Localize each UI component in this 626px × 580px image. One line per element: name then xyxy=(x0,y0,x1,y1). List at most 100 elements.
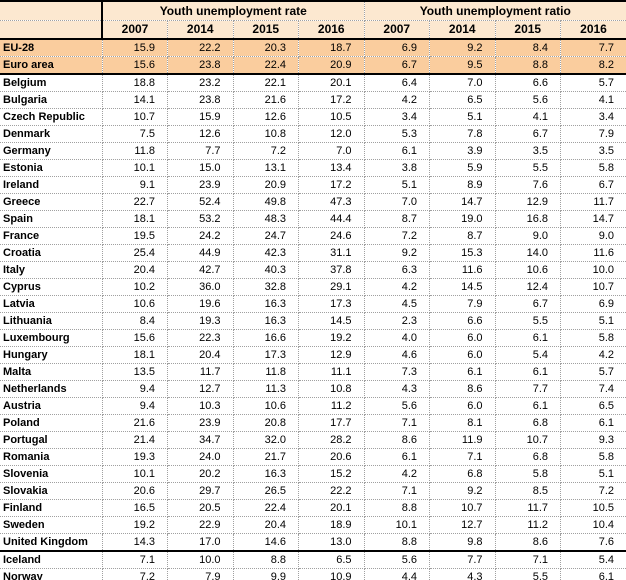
value-cell: 3.5 xyxy=(495,142,561,160)
value-cell: 4.5 xyxy=(364,295,430,313)
value-cell: 6.5 xyxy=(429,91,496,109)
table-row: Finland 16.5 20.5 22.4 20.1 8.8 10.7 11.7 10.5 xyxy=(0,499,626,517)
year-header: 2015 xyxy=(233,20,299,40)
value-cell: 8.6 xyxy=(495,533,561,552)
country-label: Slovakia xyxy=(0,482,103,500)
value-cell: 7.1 xyxy=(364,414,430,432)
value-cell: 2.3 xyxy=(364,312,430,330)
value-cell: 9.0 xyxy=(560,227,626,245)
value-cell: 3.4 xyxy=(560,108,626,126)
value-cell: 15.3 xyxy=(429,244,496,262)
value-cell: 7.7 xyxy=(429,551,496,569)
value-cell: 7.9 xyxy=(429,295,496,313)
value-cell: 10.9 xyxy=(298,568,365,580)
value-cell: 7.0 xyxy=(429,74,496,92)
value-cell: 5.7 xyxy=(560,74,626,92)
value-cell: 12.6 xyxy=(233,108,299,126)
value-cell: 14.6 xyxy=(233,533,299,552)
value-cell: 7.1 xyxy=(102,551,168,569)
value-cell: 14.0 xyxy=(495,244,561,262)
table-row: Norway 7.2 7.9 9.9 10.9 4.4 4.3 5.5 6.1 xyxy=(0,568,626,580)
value-cell: 19.6 xyxy=(167,295,234,313)
value-cell: 6.1 xyxy=(495,397,561,415)
value-cell: 17.2 xyxy=(298,91,365,109)
value-cell: 32.8 xyxy=(233,278,299,296)
value-cell: 14.1 xyxy=(102,91,168,109)
value-cell: 18.7 xyxy=(298,39,365,57)
value-cell: 21.4 xyxy=(102,431,168,449)
table-row: United Kingdom 14.3 17.0 14.6 13.0 8.8 9.8 8.6 7… xyxy=(0,533,626,552)
value-cell: 23.8 xyxy=(167,56,234,75)
value-cell: 14.7 xyxy=(560,210,626,228)
value-cell: 7.0 xyxy=(298,142,365,160)
value-cell: 6.0 xyxy=(429,346,496,364)
value-cell: 20.1 xyxy=(298,499,365,517)
value-cell: 11.7 xyxy=(495,499,561,517)
value-cell: 22.4 xyxy=(233,56,299,75)
value-cell: 6.8 xyxy=(495,448,561,466)
value-cell: 10.0 xyxy=(560,261,626,279)
value-cell: 19.3 xyxy=(102,448,168,466)
value-cell: 18.1 xyxy=(102,210,168,228)
value-cell: 4.0 xyxy=(364,329,430,347)
value-cell: 21.7 xyxy=(233,448,299,466)
value-cell: 10.4 xyxy=(560,516,626,534)
value-cell: 6.5 xyxy=(560,397,626,415)
value-cell: 7.3 xyxy=(364,363,430,381)
table-row: EU-28 15.9 22.2 20.3 18.7 6.9 9.2 8.4 7.7 xyxy=(0,39,626,57)
value-cell: 23.9 xyxy=(167,414,234,432)
value-cell: 15.2 xyxy=(298,465,365,483)
value-cell: 6.1 xyxy=(429,363,496,381)
value-cell: 10.7 xyxy=(495,431,561,449)
table-row: Czech Republic 10.7 15.9 12.6 10.5 3.4 5.1 4.1 3… xyxy=(0,108,626,126)
table-row: Denmark 7.5 12.6 10.8 12.0 5.3 7.8 6.7 7.9 xyxy=(0,125,626,143)
table-row: Slovakia 20.6 29.7 26.5 22.2 7.1 9.2 8.5 7.2 xyxy=(0,482,626,500)
value-cell: 13.4 xyxy=(298,159,365,177)
value-cell: 6.1 xyxy=(495,363,561,381)
value-cell: 19.2 xyxy=(298,329,365,347)
value-cell: 10.7 xyxy=(560,278,626,296)
country-label: Euro area xyxy=(0,56,103,75)
value-cell: 6.5 xyxy=(298,551,365,569)
table-row: Estonia 10.1 15.0 13.1 13.4 3.8 5.9 5.5 5.8 xyxy=(0,159,626,177)
value-cell: 20.3 xyxy=(233,39,299,57)
value-cell: 5.7 xyxy=(560,363,626,381)
value-cell: 20.5 xyxy=(167,499,234,517)
country-label: Belgium xyxy=(0,74,103,92)
value-cell: 36.0 xyxy=(167,278,234,296)
value-cell: 9.4 xyxy=(102,397,168,415)
table-row: Croatia 25.4 44.9 42.3 31.1 9.2 15.3 14.0 11.6 xyxy=(0,244,626,262)
value-cell: 16.5 xyxy=(102,499,168,517)
value-cell: 15.9 xyxy=(167,108,234,126)
value-cell: 15.6 xyxy=(102,56,168,75)
country-label: Norway xyxy=(0,568,103,580)
table-row: Malta 13.5 11.7 11.8 11.1 7.3 6.1 6.1 5.7 xyxy=(0,363,626,381)
value-cell: 34.7 xyxy=(167,431,234,449)
value-cell: 12.7 xyxy=(429,516,496,534)
value-cell: 4.4 xyxy=(364,568,430,580)
group-header-ratio: Youth unemployment ratio xyxy=(364,0,626,21)
value-cell: 4.2 xyxy=(364,465,430,483)
value-cell: 18.8 xyxy=(102,74,168,92)
value-cell: 16.8 xyxy=(495,210,561,228)
value-cell: 9.2 xyxy=(364,244,430,262)
value-cell: 10.6 xyxy=(102,295,168,313)
table-row: Euro area 15.6 23.8 22.4 20.9 6.7 9.5 8.8 8.2 xyxy=(0,56,626,75)
value-cell: 23.9 xyxy=(167,176,234,194)
value-cell: 8.8 xyxy=(233,551,299,569)
value-cell: 7.0 xyxy=(364,193,430,211)
value-cell: 6.9 xyxy=(364,39,430,57)
country-label: Czech Republic xyxy=(0,108,103,126)
value-cell: 47.3 xyxy=(298,193,365,211)
value-cell: 5.9 xyxy=(429,159,496,177)
value-cell: 20.4 xyxy=(102,261,168,279)
value-cell: 5.3 xyxy=(364,125,430,143)
value-cell: 49.8 xyxy=(233,193,299,211)
value-cell: 22.9 xyxy=(167,516,234,534)
country-label: Latvia xyxy=(0,295,103,313)
value-cell: 10.3 xyxy=(167,397,234,415)
corner-cell xyxy=(0,0,103,21)
value-cell: 5.5 xyxy=(495,568,561,580)
value-cell: 6.1 xyxy=(495,329,561,347)
value-cell: 6.7 xyxy=(560,176,626,194)
